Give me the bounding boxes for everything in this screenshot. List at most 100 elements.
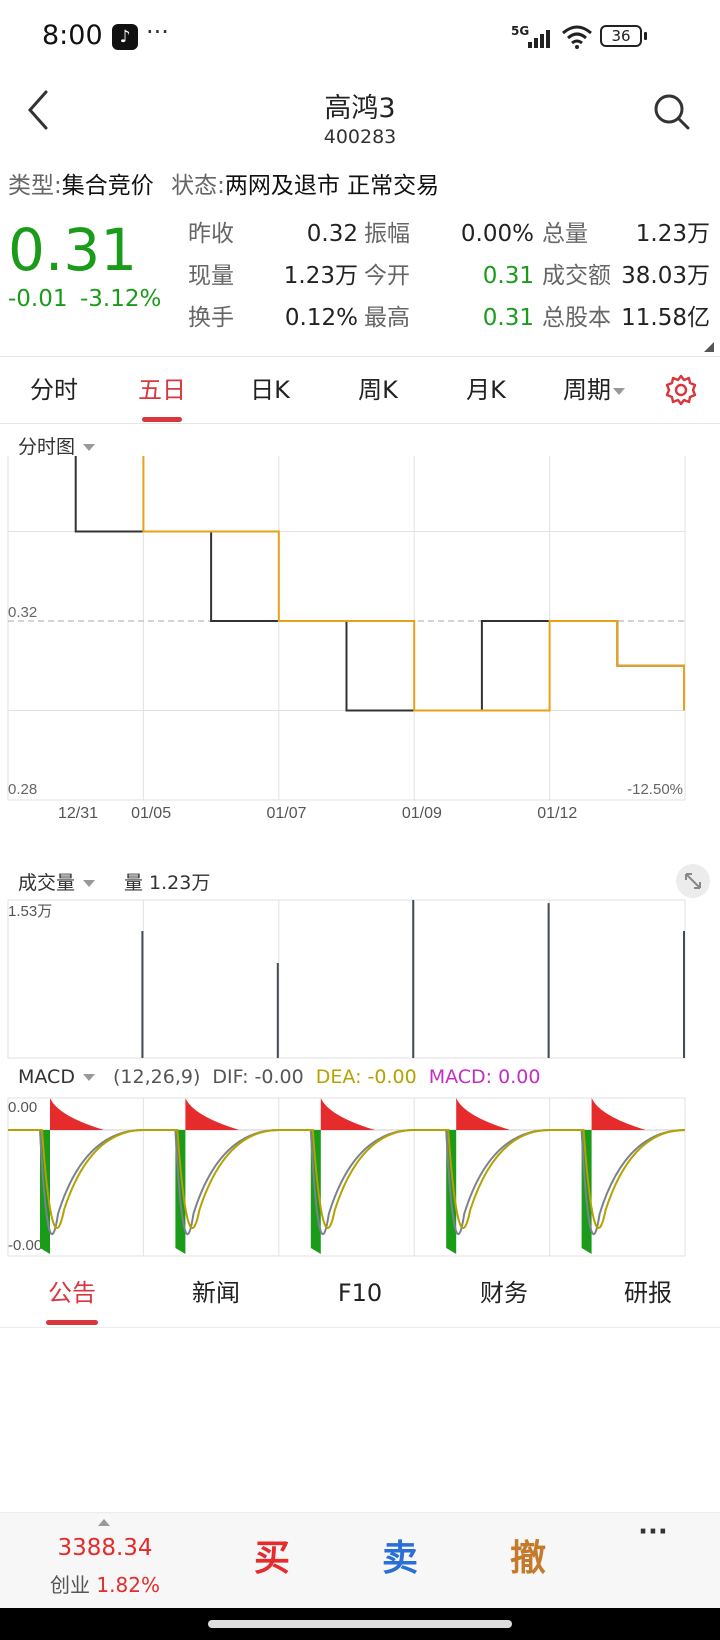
price-change: -0.01 [8, 286, 68, 312]
macd-selector[interactable]: MACD [18, 1066, 95, 1088]
x-axis-date-label: 01/05 [131, 805, 171, 822]
quote-value: 0.32 [306, 221, 358, 247]
right-axis-label: -12.50% [627, 781, 683, 798]
tab-daily-k[interactable]: 日K [250, 376, 290, 404]
news-tabs: 公告 新闻 F10 财务 研报 [0, 1260, 720, 1328]
tab-research[interactable]: 研报 [624, 1279, 672, 1307]
volume-selector[interactable]: 成交量 [18, 868, 96, 895]
period-tabs: 分时 五日 日K 周K 月K 周期 [0, 356, 720, 424]
macd-value: MACD: 0.00 [428, 1066, 541, 1088]
macd-positive-bars [185, 1098, 240, 1130]
chart-type-selector[interactable]: 分时图 [18, 432, 96, 459]
dea-line [8, 1129, 144, 1229]
type-value: 集合竞价 [61, 173, 154, 199]
tab-news[interactable]: 新闻 [192, 1279, 240, 1307]
quote-label: 总股本 [542, 305, 611, 331]
cancel-order-button[interactable]: 撤 [509, 1538, 546, 1579]
signal-icon [528, 30, 550, 48]
dea-line [143, 1129, 279, 1229]
quote-value: 0.00% [460, 221, 534, 247]
macd-dea: DEA: -0.00 [315, 1066, 417, 1088]
x-axis-date-label: 01/12 [537, 805, 577, 822]
index-name: 创业 [50, 1573, 91, 1597]
search-icon[interactable] [652, 92, 692, 132]
fullscreen-toggle[interactable] [676, 864, 710, 898]
news-tab-indicator [46, 1320, 98, 1325]
status-more: ··· [146, 18, 169, 46]
five-day-price-chart[interactable]: 0.360.320.2812.50%-12.50%12/3101/0501/07… [0, 456, 720, 846]
quote-value: 0.12% [284, 305, 358, 331]
buy-button[interactable]: 买 [253, 1538, 290, 1579]
battery-level: 36 [611, 27, 631, 45]
settings-gear-icon[interactable] [664, 373, 698, 407]
quote-label: 总量 [542, 221, 588, 247]
macd-positive-bars [320, 1098, 375, 1130]
nav-bar: 高鸿3 400283 [0, 76, 720, 168]
dif-line [278, 1129, 415, 1236]
index-change[interactable]: 创业 1.82% [0, 1569, 210, 1598]
expand-corner-icon[interactable] [704, 342, 714, 352]
dif-line [143, 1129, 279, 1236]
stock-info-line: 类型:集合竞价 状态:两网及退市 正常交易 [8, 168, 439, 208]
tab-finance[interactable]: 财务 [480, 1279, 528, 1307]
chart-type-label: 分时图 [18, 436, 76, 458]
volume-frame [7, 899, 686, 1059]
tab-f10[interactable]: F10 [337, 1279, 383, 1307]
system-nav-bar [0, 1608, 720, 1640]
active-tab-indicator [142, 417, 182, 422]
index-value[interactable]: 3388.34 [57, 1535, 153, 1561]
quote-label: 现量 [188, 263, 234, 289]
sell-button[interactable]: 卖 [381, 1538, 418, 1579]
stock-name: 高鸿3 [324, 93, 396, 124]
volume-max-label: 1.53万 [8, 903, 52, 920]
quote-value: 0.31 [482, 263, 534, 289]
volume-value: 量 1.23万 [124, 872, 211, 894]
more-options-button[interactable]: ··· [638, 1517, 668, 1547]
home-indicator[interactable] [208, 1620, 512, 1628]
tab-period[interactable]: 周期 [546, 357, 642, 423]
quote-value: 0.31 [482, 305, 534, 331]
tab-weekly-k[interactable]: 周K [358, 376, 398, 404]
quote-panel: 0.31 -0.01 -3.12% 昨收 0.32 振幅 0.00% 总量 1.… [0, 212, 720, 352]
current-price: 0.31 [8, 216, 138, 284]
type-label: 类型: [8, 173, 62, 199]
expand-arrows-icon [685, 873, 701, 889]
index-expand-icon[interactable] [98, 1519, 110, 1526]
dif-line [549, 1129, 686, 1236]
tab-wuri[interactable]: 五日 [138, 376, 186, 404]
quote-value: 38.03万 [621, 263, 710, 289]
quote-label: 最高 [364, 305, 410, 331]
macd-chart[interactable]: 0.00 -0.00 [0, 1092, 720, 1258]
tab-period-label: 周期 [563, 376, 611, 404]
dea-line [414, 1129, 550, 1229]
volume-selector-label: 成交量 [18, 872, 76, 894]
macd-dif: DIF: -0.00 [212, 1066, 304, 1088]
tab-announcements[interactable]: 公告 [48, 1279, 96, 1307]
wifi-icon [562, 25, 592, 49]
battery-tip [644, 32, 647, 40]
macd-dropdown-icon [82, 1074, 95, 1081]
battery-icon: 36 [600, 25, 642, 47]
index-pct: 1.82% [96, 1573, 160, 1597]
y-axis-label: 0.32 [8, 604, 37, 621]
macd-axis-label: -0.00 [8, 1237, 42, 1254]
volume-chart[interactable]: 1.53万 [0, 896, 720, 1060]
macd-axis-label: 0.00 [8, 1099, 37, 1116]
volume-dropdown-icon [83, 880, 96, 887]
quote-label: 今开 [364, 263, 410, 289]
macd-selector-label: MACD [18, 1066, 75, 1088]
trade-bar: 3388.34 创业 1.82% 买 卖 撤 ··· [0, 1512, 720, 1608]
macd-header: MACD (12,26,9) DIF: -0.00 DEA: -0.00 MAC… [18, 1066, 540, 1088]
macd-params: (12,26,9) [113, 1066, 201, 1088]
back-icon[interactable] [22, 88, 52, 132]
chart-type-dropdown-icon [83, 444, 96, 451]
tab-fenshi[interactable]: 分时 [30, 376, 78, 404]
dea-line [278, 1129, 415, 1229]
quote-label: 成交额 [542, 263, 611, 289]
price-line [74, 456, 685, 712]
x-axis-date-label: 01/09 [402, 805, 442, 822]
quote-label: 振幅 [364, 221, 410, 247]
x-axis-date-label: 12/31 [58, 805, 98, 822]
tab-monthly-k[interactable]: 月K [466, 376, 506, 404]
period-dropdown-icon [613, 387, 625, 395]
